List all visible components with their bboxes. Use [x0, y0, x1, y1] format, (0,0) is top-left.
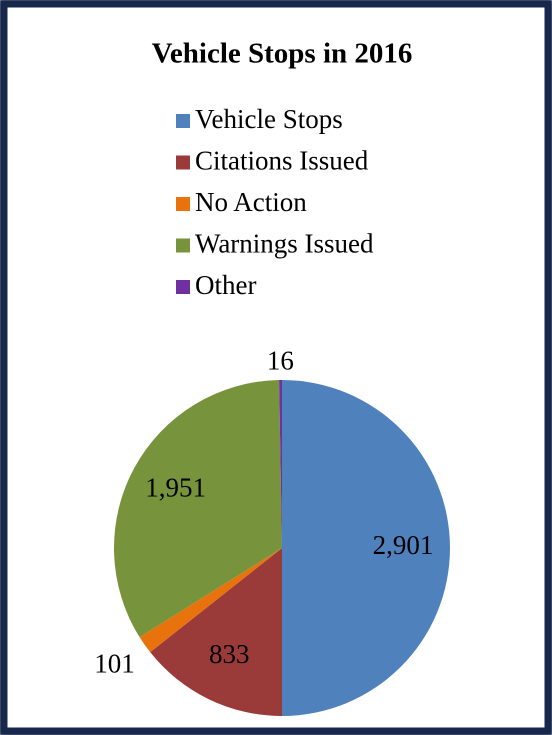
- pie-slice: [282, 380, 450, 716]
- legend-label: No Action: [195, 187, 307, 217]
- data-label: 1,951: [145, 473, 206, 503]
- pie-slice: [114, 380, 282, 638]
- legend-label: Other: [195, 270, 256, 300]
- data-label: 101: [94, 648, 135, 678]
- legend-swatch: [176, 155, 190, 170]
- legend-label: Citations Issued: [195, 146, 369, 176]
- legend-swatch: [176, 197, 190, 211]
- legend-label: Vehicle Stops: [195, 104, 343, 134]
- legend-swatch: [176, 114, 190, 128]
- pie-slice: [139, 548, 282, 653]
- legend-swatch: [176, 238, 190, 253]
- data-label: 833: [209, 639, 250, 669]
- pie-slice: [150, 548, 282, 716]
- pie-slice: [279, 380, 282, 548]
- legend-swatch: [176, 280, 190, 294]
- legend-label: Warnings Issued: [195, 229, 374, 259]
- data-label: 2,901: [373, 530, 434, 560]
- chart-title: Vehicle Stops in 2016: [152, 38, 413, 70]
- data-label: 16: [267, 345, 294, 375]
